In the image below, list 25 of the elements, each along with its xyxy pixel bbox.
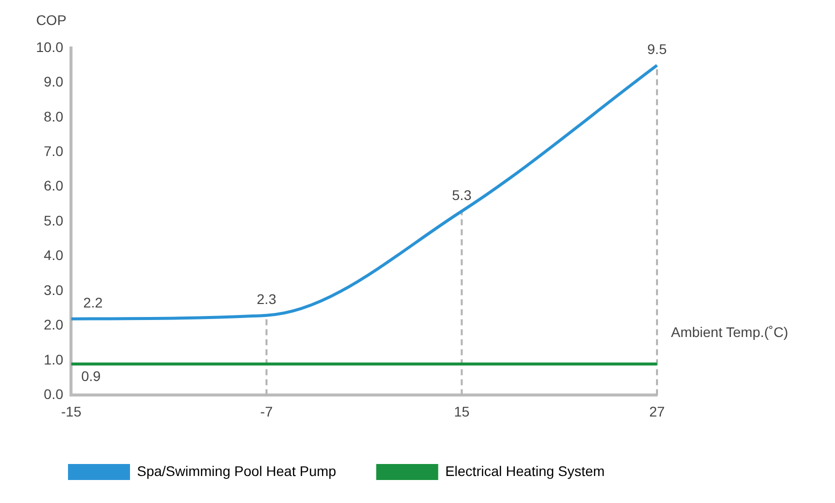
x-tick-label: 15 xyxy=(454,403,470,420)
x-tick-label: 27 xyxy=(649,403,665,420)
y-tick-label: 10.0 xyxy=(36,38,64,55)
legend-label: Electrical Heating System xyxy=(445,462,605,479)
x-tick-label: -15 xyxy=(61,403,82,420)
legend-label: Spa/Swimming Pool Heat Pump xyxy=(137,462,336,479)
y-axis-title: COP xyxy=(36,12,66,28)
y-tick-label: 1.0 xyxy=(44,351,64,368)
data-label: 9.5 xyxy=(647,41,667,58)
y-tick-label: 2.0 xyxy=(44,316,64,333)
line-series xyxy=(70,64,658,320)
data-label: 0.9 xyxy=(81,368,101,384)
y-tick-label: 9.0 xyxy=(44,74,64,90)
x-tick-label: -7 xyxy=(260,403,273,420)
x-axis-title: Ambient Temp.(˚C) xyxy=(671,324,788,340)
y-tick-label: 6.0 xyxy=(44,178,64,194)
y-tick-label: 4.0 xyxy=(44,247,64,264)
data-label: 2.2 xyxy=(83,294,103,311)
y-tick-label: 3.0 xyxy=(44,282,64,298)
data-label: 2.3 xyxy=(256,291,276,308)
data-label: 5.3 xyxy=(452,187,472,204)
y-tick-label: 8.0 xyxy=(44,108,64,124)
y-tick-label: 7.0 xyxy=(44,143,64,160)
y-tick-label: 0.0 xyxy=(44,386,64,402)
y-tick-label: 5.0 xyxy=(44,212,64,228)
